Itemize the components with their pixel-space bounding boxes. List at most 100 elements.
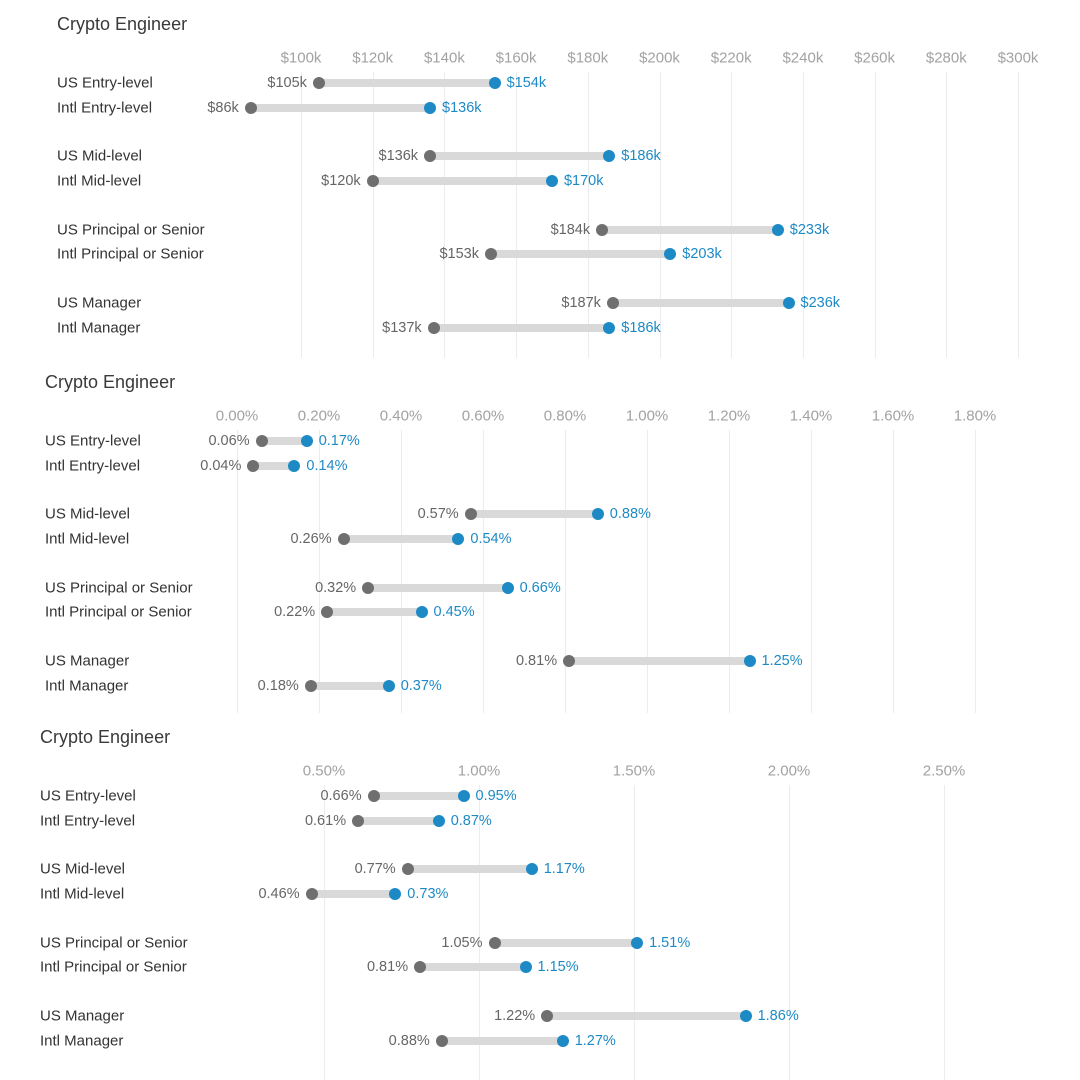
axis-tick-label: 1.40% xyxy=(789,407,833,425)
dumbbell-bar xyxy=(407,865,532,874)
end-value-label: $203k xyxy=(682,246,722,263)
dumbbell-bar xyxy=(358,816,439,825)
row-label: US Mid-level xyxy=(40,860,126,878)
gridline xyxy=(483,430,484,713)
end-dot xyxy=(452,533,465,545)
start-value-label: $187k xyxy=(561,295,601,312)
start-value-label: 0.46% xyxy=(258,886,300,902)
start-value-label: 0.18% xyxy=(257,677,299,694)
start-dot xyxy=(321,606,334,619)
start-value-label: $86k xyxy=(207,99,239,116)
gridline xyxy=(659,72,661,358)
dumbbell-bar xyxy=(311,890,396,898)
percent-range-chart-2: Crypto Engineer 0.50% 1.00% 1.50% 2.00% 2.50… xyxy=(0,713,1080,1080)
gridline xyxy=(587,72,589,358)
start-value-label: 1.05% xyxy=(441,934,483,951)
end-value-label: 0.88% xyxy=(609,506,651,523)
axis-tick-label: $280k xyxy=(925,49,967,67)
gridline xyxy=(516,72,518,358)
percent-range-chart-1: Crypto Engineer 0.00% 0.20% 0.40% 0.60% 0.80… xyxy=(0,358,1080,713)
axis-tick-label: $220k xyxy=(710,49,752,67)
end-dot xyxy=(603,150,616,163)
end-dot xyxy=(288,459,301,472)
start-value-label: $184k xyxy=(550,221,591,238)
dumbbell-bar xyxy=(318,79,495,87)
start-value-label: 1.22% xyxy=(494,1008,536,1025)
chart-title: Crypto Engineer xyxy=(57,14,188,34)
axis-tick-label: $100k xyxy=(280,49,322,67)
end-dot xyxy=(519,961,532,974)
axis-tick-label: 0.80% xyxy=(543,407,587,425)
end-dot xyxy=(739,1010,752,1023)
dumbbell-bar xyxy=(441,1036,563,1045)
end-value-label: $186k xyxy=(621,148,661,165)
dumbbell-bar xyxy=(261,437,307,445)
start-dot xyxy=(427,321,440,334)
start-dot xyxy=(352,814,365,827)
axis-tick-label: $240k xyxy=(782,49,824,67)
end-value-label: 0.37% xyxy=(400,677,442,694)
row-label: Intl Entry-level xyxy=(40,812,136,830)
row-label: Intl Principal or Senior xyxy=(57,245,204,263)
start-dot xyxy=(485,248,497,261)
start-dot xyxy=(424,150,437,163)
axis-tick-label: 1.50% xyxy=(612,762,656,780)
start-dot xyxy=(563,655,576,668)
axis-tick-label: 1.80% xyxy=(953,407,997,425)
axis-tick-label: $260k xyxy=(854,49,896,67)
end-value-label: $186k xyxy=(621,319,661,336)
end-value-label: 0.66% xyxy=(519,579,561,596)
gridline xyxy=(647,430,648,713)
dumbbell-bar xyxy=(372,177,552,185)
end-dot xyxy=(664,248,677,261)
gridline xyxy=(401,430,402,713)
start-value-label: 0.81% xyxy=(515,653,558,670)
row-label: Intl Principal or Senior xyxy=(40,958,187,976)
end-value-label: 1.27% xyxy=(574,1032,616,1049)
end-value-label: 1.51% xyxy=(649,934,691,951)
row-label: Intl Manager xyxy=(57,319,141,337)
dumbbell-bar xyxy=(373,792,464,800)
start-value-label: 0.32% xyxy=(315,579,357,596)
end-value-label: $236k xyxy=(800,295,841,312)
end-value-label: 0.14% xyxy=(306,457,348,474)
axis-tick-label: $120k xyxy=(352,49,394,67)
start-value-label: $153k xyxy=(439,246,479,263)
end-value-label: 1.25% xyxy=(761,653,803,670)
start-value-label: 0.66% xyxy=(320,788,362,804)
end-value-label: 0.87% xyxy=(450,812,492,829)
start-dot xyxy=(488,936,501,949)
axis-tick-label: 0.50% xyxy=(302,762,346,780)
axis-tick-label: 2.50% xyxy=(922,762,966,780)
gridline xyxy=(975,430,976,713)
gridline xyxy=(946,72,948,358)
chart-title: Crypto Engineer xyxy=(40,727,171,747)
start-value-label: $120k xyxy=(321,173,361,189)
row-label: Intl Principal or Senior xyxy=(45,603,192,621)
start-value-label: 0.77% xyxy=(354,861,396,878)
start-value-label: 0.57% xyxy=(417,506,459,523)
start-value-label: 0.81% xyxy=(366,959,409,976)
end-dot xyxy=(424,101,437,114)
gridline xyxy=(319,430,320,713)
start-value-label: 0.06% xyxy=(208,433,250,449)
row-label: US Entry-level xyxy=(57,74,153,92)
end-dot xyxy=(389,888,402,900)
dumbbell-bar xyxy=(612,299,789,308)
axis-tick-label: 2.00% xyxy=(767,762,811,780)
axis-tick-label: $140k xyxy=(423,49,465,67)
start-dot xyxy=(362,581,375,594)
axis-tick-label: 0.20% xyxy=(297,407,341,425)
dumbbell-bar xyxy=(327,608,422,617)
end-dot xyxy=(591,508,604,521)
start-value-label: 0.61% xyxy=(304,812,347,829)
start-value-label: $136k xyxy=(378,148,419,165)
end-value-label: $170k xyxy=(563,173,604,189)
start-dot xyxy=(366,175,379,187)
row-label: US Entry-level xyxy=(40,787,136,805)
row-label: Intl Entry-level xyxy=(45,457,141,475)
gridline xyxy=(789,785,790,1080)
start-value-label: $137k xyxy=(382,319,422,336)
row-label: Intl Mid-level xyxy=(45,530,130,548)
gridline xyxy=(802,72,804,358)
